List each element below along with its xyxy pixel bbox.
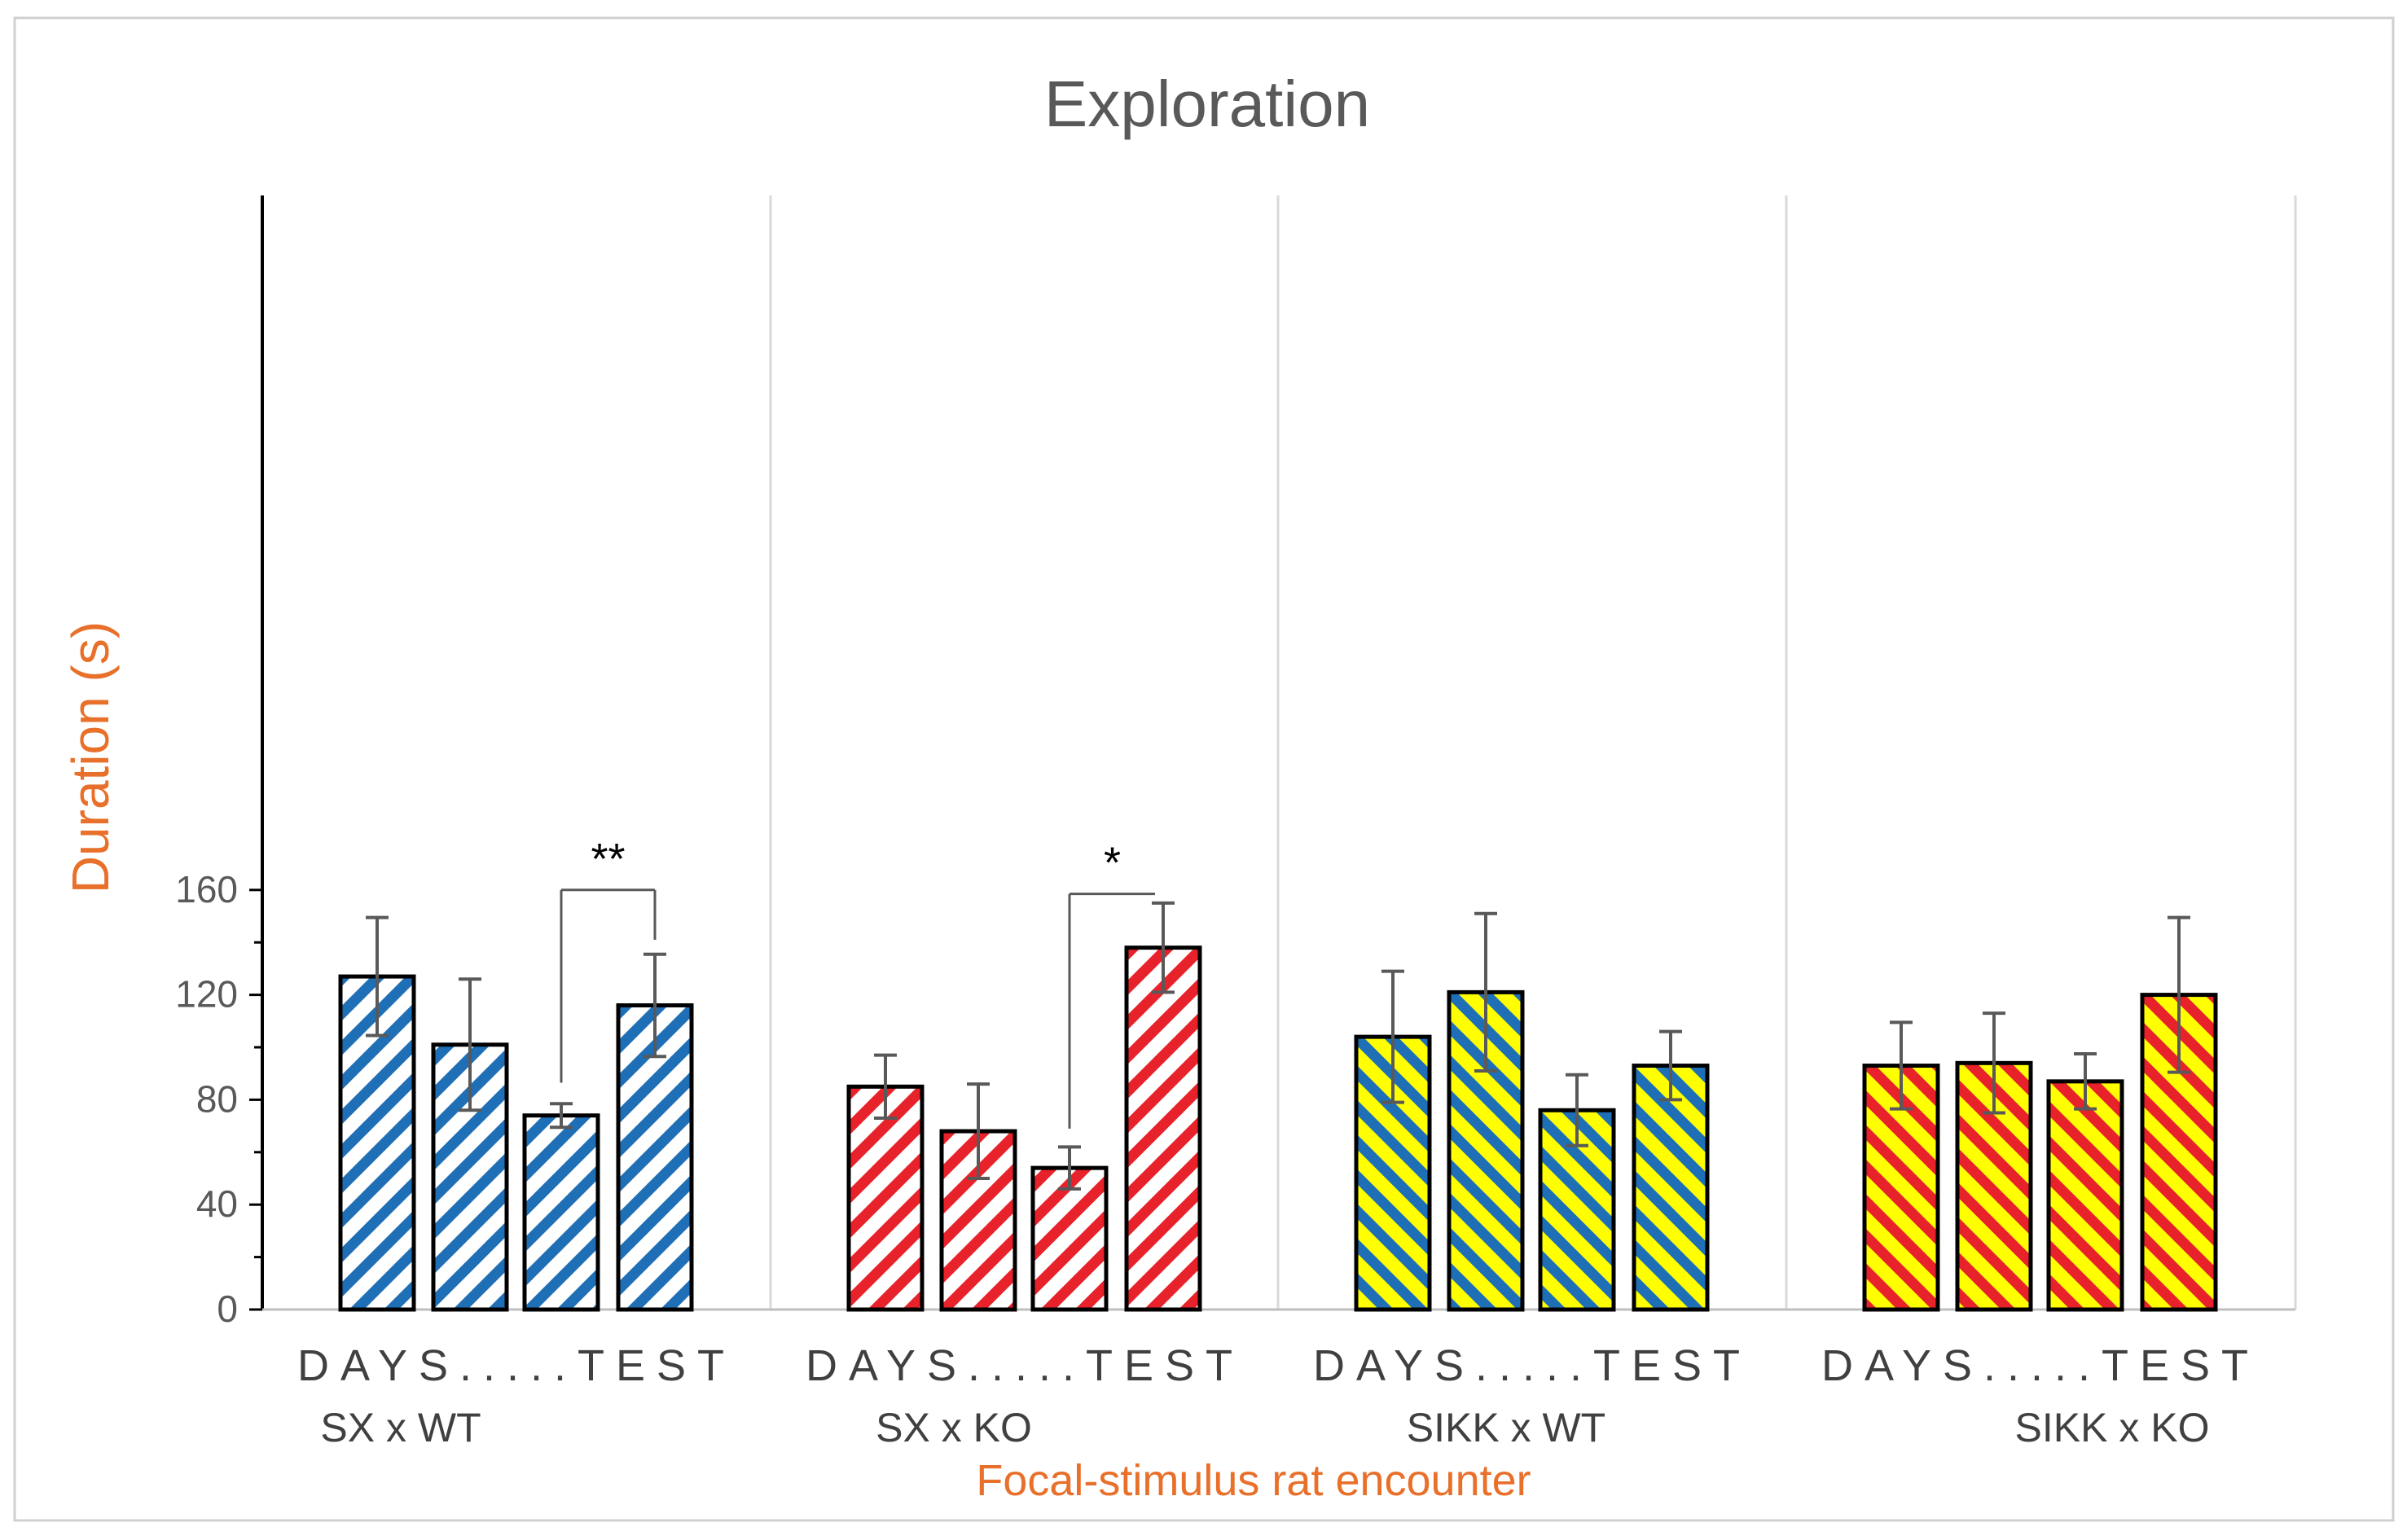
group-sublabel: DAYS.....TEST — [1821, 1341, 2260, 1390]
group-label: SIKK x WT — [1407, 1405, 1605, 1450]
plot-area: 0 40 80 120 160 DAYS.....TEST SX x WT DAYS.....… — [175, 195, 2297, 1450]
bar — [522, 1113, 600, 1312]
group-label: SIKK x KO — [2015, 1405, 2210, 1450]
x-axis-label: Focal-stimulus rat encounter — [976, 1456, 1531, 1505]
significance-label: ** — [591, 835, 625, 884]
significance-label: * — [1104, 839, 1121, 888]
y-axis-label: Duration (s) — [61, 621, 120, 893]
bar — [846, 1084, 925, 1312]
y-tick-label: 0 — [217, 1288, 238, 1330]
bar — [1632, 1064, 1710, 1312]
group-label: SX x WT — [320, 1405, 481, 1450]
bar — [1124, 945, 1202, 1312]
bar — [2046, 1079, 2124, 1312]
group-sublabel: DAYS.....TEST — [1313, 1341, 1751, 1390]
y-tick-label: 40 — [196, 1182, 238, 1225]
y-tick-label: 120 — [175, 973, 238, 1016]
chart-title: Exploration — [1044, 68, 1370, 140]
y-tick-label: 160 — [175, 868, 238, 910]
y-tick-label: 80 — [196, 1077, 238, 1120]
group-label: SX x KO — [876, 1405, 1032, 1450]
bar — [2140, 993, 2218, 1312]
group-sublabel: DAYS.....TEST — [806, 1341, 1244, 1390]
group-sublabel: DAYS.....TEST — [297, 1341, 736, 1390]
